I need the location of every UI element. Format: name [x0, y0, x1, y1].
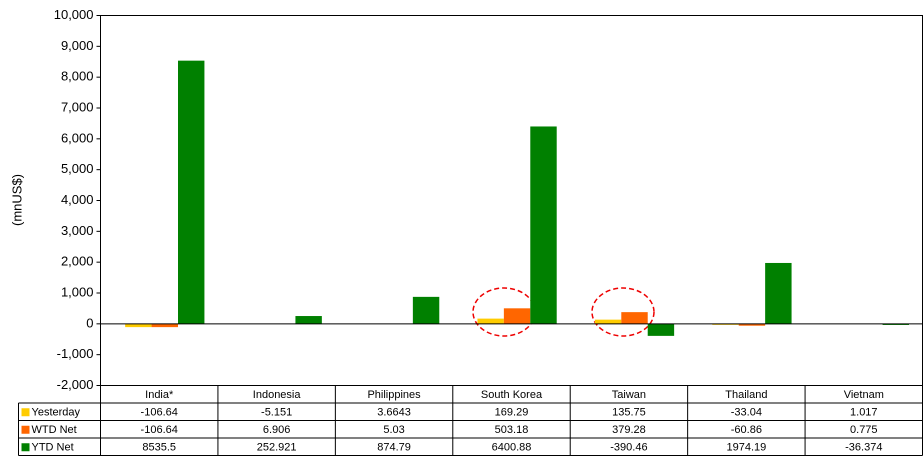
- y-tick-label: 7,000: [61, 99, 94, 114]
- x-tick-label: Vietnam: [844, 389, 884, 401]
- table-cell: 6.906: [263, 424, 291, 436]
- table-cell: -106.64: [141, 407, 178, 419]
- table-cell: -36.374: [845, 442, 882, 454]
- table-cell: -390.46: [610, 442, 647, 454]
- y-tick-label: 2,000: [61, 254, 94, 269]
- table-cell: -106.64: [141, 424, 178, 436]
- bar: [125, 323, 152, 328]
- y-axis-label: (mnUS$): [9, 174, 24, 226]
- table-cell: 3.6643: [377, 407, 411, 419]
- bar: [621, 312, 648, 324]
- legend-swatch: [21, 425, 30, 434]
- table-cell: 1.017: [850, 407, 878, 419]
- x-tick-label: India*: [145, 389, 174, 401]
- table-cell: -60.86: [731, 424, 762, 436]
- x-tick-label: Indonesia: [253, 389, 302, 401]
- y-tick-label: 0: [86, 315, 93, 330]
- bar: [765, 262, 792, 324]
- table-cell: 5.03: [383, 424, 404, 436]
- bar: [295, 316, 322, 324]
- y-tick-label: -1,000: [57, 346, 94, 361]
- x-tick-label: South Korea: [481, 389, 543, 401]
- bar: [477, 318, 504, 324]
- y-tick-label: 5,000: [61, 161, 94, 176]
- table-cell: -5.151: [261, 407, 292, 419]
- table-cell: 135.75: [612, 407, 646, 419]
- legend-swatch: [21, 443, 30, 452]
- y-tick-label: 10,000: [54, 7, 94, 22]
- x-tick-label: Thailand: [725, 389, 767, 401]
- bar: [647, 323, 675, 336]
- highlight-circle: [591, 287, 655, 337]
- table-cell: 169.29: [495, 407, 529, 419]
- y-tick-label: 4,000: [61, 192, 94, 207]
- table-cell: 874.79: [377, 442, 411, 454]
- bar: [503, 308, 531, 324]
- table-cell: 503.18: [495, 424, 529, 436]
- table-cell: 6400.88: [492, 442, 532, 454]
- bar: [178, 60, 205, 324]
- legend-label: YTD Net: [32, 442, 74, 454]
- bar: [412, 296, 440, 324]
- table-cell: 379.28: [612, 424, 646, 436]
- table-cell: 252.921: [257, 442, 297, 454]
- legend-label: WTD Net: [32, 424, 77, 436]
- table-cell: 8535.5: [142, 442, 176, 454]
- plot-frame: [100, 15, 923, 386]
- bar: [594, 319, 622, 324]
- y-tick-label: 1,000: [61, 284, 94, 299]
- legend-label: Yesterday: [32, 407, 81, 419]
- y-tick-label: 6,000: [61, 130, 94, 145]
- y-tick-label: -2,000: [57, 377, 94, 392]
- y-tick-label: 8,000: [61, 69, 94, 84]
- bar: [151, 323, 179, 328]
- table-cell: 1974.19: [726, 442, 766, 454]
- bar: [738, 323, 766, 326]
- bar: [712, 323, 739, 325]
- table-cell: 0.775: [850, 424, 878, 436]
- bar: [882, 323, 909, 325]
- bar: [530, 126, 557, 324]
- x-tick-label: Taiwan: [612, 389, 646, 401]
- table-cell: -33.04: [731, 407, 762, 419]
- legend-swatch: [21, 408, 30, 417]
- y-tick-label: 3,000: [61, 223, 94, 238]
- y-tick-label: 9,000: [61, 38, 94, 53]
- x-tick-label: Philippines: [367, 389, 421, 401]
